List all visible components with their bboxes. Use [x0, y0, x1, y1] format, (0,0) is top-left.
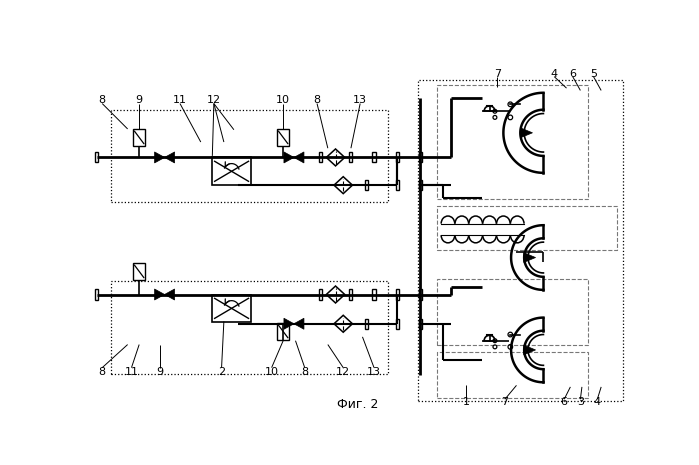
Bar	[95, 290, 99, 299]
Polygon shape	[284, 152, 294, 163]
Polygon shape	[334, 177, 352, 193]
Text: 6: 6	[561, 397, 568, 407]
Text: 12: 12	[336, 366, 350, 377]
Text: 10: 10	[265, 366, 279, 377]
Bar	[319, 290, 322, 299]
Bar	[277, 323, 289, 340]
Bar	[419, 290, 421, 299]
Bar	[437, 352, 588, 399]
Bar	[365, 180, 368, 190]
Polygon shape	[326, 286, 345, 303]
Text: 11: 11	[173, 95, 187, 105]
Bar	[110, 281, 388, 374]
Text: 3: 3	[577, 397, 584, 407]
Bar	[419, 319, 421, 329]
Bar	[396, 290, 398, 299]
Text: 7: 7	[501, 397, 508, 407]
Bar	[212, 158, 251, 185]
Text: 4: 4	[551, 68, 558, 79]
Text: 7: 7	[493, 68, 500, 79]
Bar	[319, 153, 322, 162]
Polygon shape	[294, 318, 304, 329]
Polygon shape	[334, 315, 352, 332]
Bar	[365, 319, 368, 329]
Text: 1: 1	[463, 397, 470, 407]
Polygon shape	[284, 318, 294, 329]
Bar	[437, 206, 617, 250]
Text: 12: 12	[207, 95, 221, 105]
Polygon shape	[154, 152, 164, 163]
Text: 8: 8	[301, 366, 308, 377]
Bar	[133, 263, 145, 280]
Text: 5: 5	[590, 68, 597, 79]
Polygon shape	[154, 289, 164, 300]
Polygon shape	[326, 149, 345, 166]
Polygon shape	[164, 152, 175, 163]
Bar	[373, 153, 375, 162]
Bar	[419, 153, 421, 162]
Polygon shape	[294, 152, 304, 163]
Polygon shape	[164, 289, 175, 300]
Polygon shape	[521, 128, 533, 138]
Bar	[212, 294, 251, 322]
Bar	[350, 153, 352, 162]
Bar	[396, 319, 398, 329]
Polygon shape	[524, 345, 535, 355]
Bar	[437, 279, 588, 345]
Bar	[277, 129, 289, 146]
Bar	[437, 85, 588, 199]
Text: 8: 8	[99, 95, 106, 105]
Text: 13: 13	[353, 95, 367, 105]
Text: 11: 11	[124, 366, 138, 377]
Text: 13: 13	[367, 366, 381, 377]
Bar	[419, 180, 421, 190]
Text: 2: 2	[218, 366, 225, 377]
Text: 4: 4	[593, 397, 601, 407]
Bar	[396, 153, 398, 162]
Text: 9: 9	[136, 95, 143, 105]
Text: 8: 8	[99, 366, 106, 377]
Bar	[350, 290, 352, 299]
Text: Фиг. 2: Фиг. 2	[337, 398, 379, 411]
Bar	[373, 290, 375, 299]
Bar	[418, 80, 623, 401]
Text: 9: 9	[157, 366, 164, 377]
Text: 10: 10	[276, 95, 290, 105]
Text: 8: 8	[313, 95, 321, 105]
Text: 6: 6	[569, 68, 576, 79]
Bar	[396, 180, 398, 190]
Polygon shape	[524, 252, 535, 262]
Bar	[110, 110, 388, 202]
Bar	[133, 129, 145, 146]
Bar	[95, 153, 99, 162]
